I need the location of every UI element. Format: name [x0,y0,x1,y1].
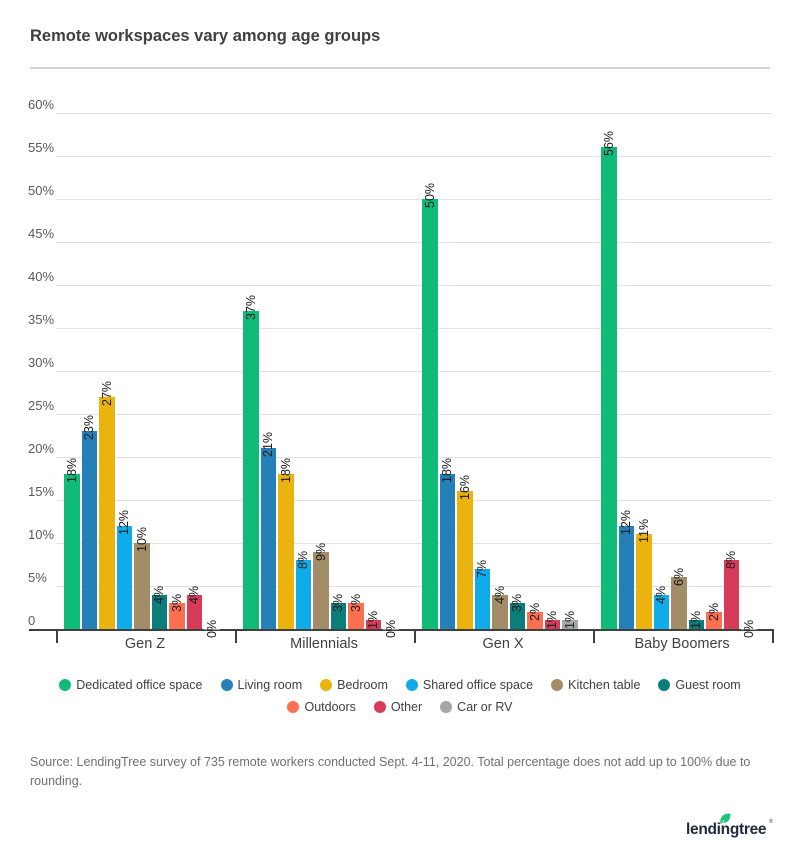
svg-text:®: ® [769,818,773,825]
svg-text:lendingtree: lendingtree [686,821,767,838]
